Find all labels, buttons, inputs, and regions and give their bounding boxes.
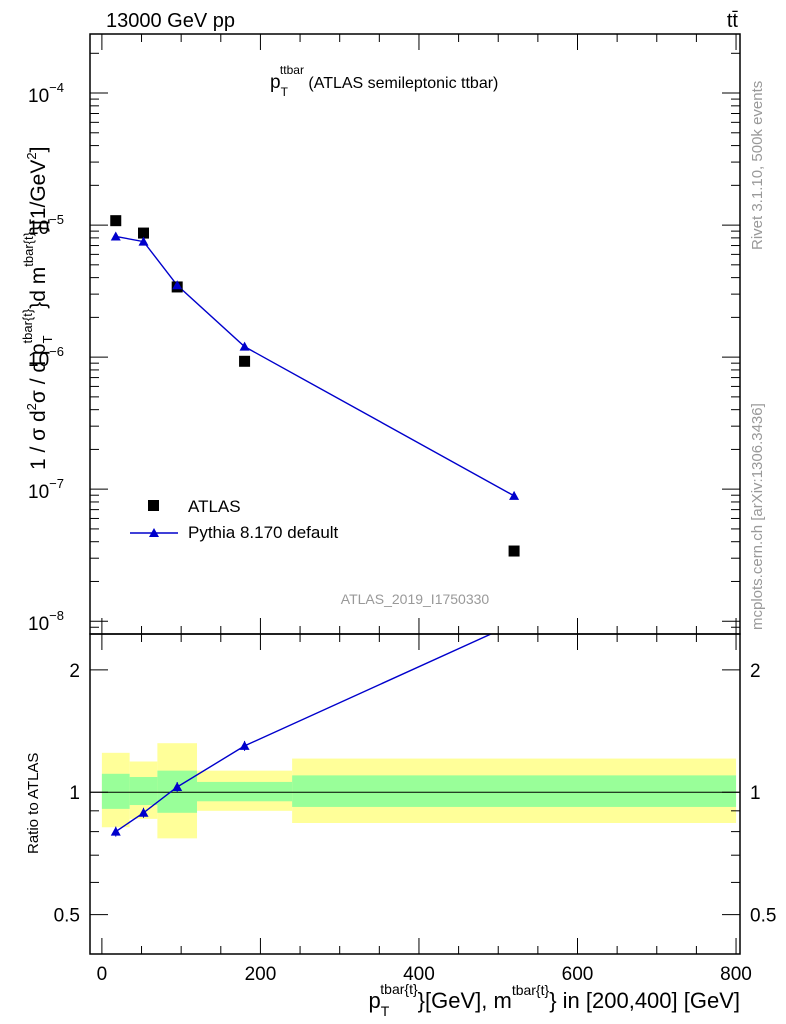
ratio-y-tick-label: 0.5 (54, 906, 80, 927)
x-tick-label: 800 (720, 964, 752, 985)
main-y-tick-label: 10−6 (28, 344, 64, 371)
mcplots-label: mcplots.cern.ch [arXiv:1306.3436] (749, 403, 766, 630)
legend-mc-marker (149, 528, 159, 537)
atlas-point (239, 355, 251, 367)
ratio-series (110, 634, 493, 837)
header-energy: 13000 GeV pp (106, 10, 235, 32)
main-series (110, 215, 520, 557)
legend-data-label: ATLAS (188, 497, 241, 516)
main-y-tick-label: 10−5 (28, 212, 64, 239)
ratio-band-inner (101, 773, 130, 809)
ratio-band-inner (197, 781, 293, 802)
main-plot-panel: 10−8 10−7 10−6 10−5 10−4 (28, 33, 741, 635)
x-tick-label: 0 (97, 964, 108, 985)
rivet-label: Rivet 3.1.10, 500k events (749, 81, 766, 250)
ratio-y-ticks (90, 669, 740, 916)
pythia-point (172, 280, 183, 290)
main-plot-frame (89, 33, 741, 635)
header-process: tt̄ (727, 10, 739, 32)
atlas-point (508, 545, 520, 557)
pythia-point (110, 231, 121, 241)
atlas-point (138, 227, 150, 239)
main-y-tick-label: 10−7 (28, 476, 64, 503)
pythia-point (509, 490, 520, 500)
pythia-line (115, 235, 515, 497)
plot-title: pTttbar (ATLAS semileptonic ttbar) (270, 63, 498, 99)
main-y-tick-label: 10−8 (28, 608, 64, 635)
main-x-ticks (101, 34, 737, 634)
analysis-watermark: ATLAS_2019_I1750330 (341, 591, 490, 607)
x-tick-labels: 0 200 400 600 800 (97, 964, 752, 985)
ratio-y-tick-label: 2 (69, 661, 80, 682)
ratio-y-tick-labels: 0.5 0.5 1 1 2 2 (54, 661, 777, 927)
ratio-y-tick-label-right: 2 (750, 661, 761, 682)
ratio-y-axis-label: Ratio to ATLAS (25, 753, 42, 854)
main-y-tick-labels: 10−8 10−7 10−6 10−5 10−4 (28, 80, 64, 635)
pythia-point (138, 236, 149, 246)
x-tick-label: 200 (245, 964, 277, 985)
ratio-x-ticks (101, 634, 737, 954)
pythia-point (239, 341, 250, 351)
ratio-plot-panel: 0.5 0.5 1 1 2 2 0 200 400 600 800 (54, 633, 777, 985)
ratio-plot-frame (89, 633, 741, 955)
legend-mc-label: Pythia 8.170 default (188, 523, 339, 542)
ratio-band-inner (129, 777, 158, 806)
main-y-axis-label: 1 / σ d2σ / d pTtbar{t}}d mtbar{t}}[1/Ge… (20, 147, 55, 470)
main-y-ticks (90, 52, 740, 635)
ratio-y-tick-label-right: 0.5 (750, 906, 776, 927)
atlas-point (110, 215, 122, 227)
legend: ATLAS Pythia 8.170 default (130, 497, 339, 542)
x-tick-label: 600 (562, 964, 594, 985)
ratio-band-inner (292, 775, 737, 807)
ratio-y-tick-label: 1 (69, 783, 80, 804)
x-axis-label: pTtbar{t}}[GeV], mtbar{t}} in [200,400] … (368, 981, 740, 1019)
ratio-y-tick-label-right: 1 (750, 783, 761, 804)
ratio-bands (101, 743, 737, 839)
x-tick-label: 400 (403, 964, 435, 985)
main-y-tick-label: 10−4 (28, 80, 64, 107)
legend-data-marker (148, 500, 159, 511)
